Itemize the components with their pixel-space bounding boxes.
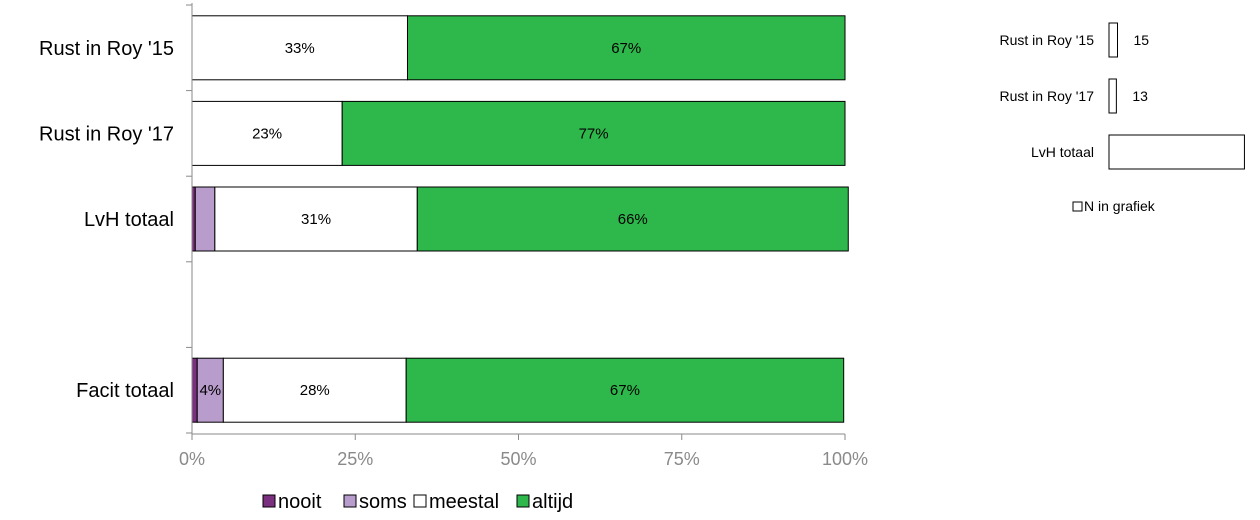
bar-soms-facit-totaal	[196, 357, 224, 423]
legend-label-soms: soms	[359, 491, 407, 513]
category-label-rust-in-roy-17: Rust in Roy '17	[39, 123, 174, 145]
legend-swatch-altijd	[516, 494, 530, 508]
bar-meestal-rust-in-roy-15	[191, 15, 408, 81]
bar-meestal-rust-in-roy-17	[191, 100, 343, 166]
n-bar-lvh-totaal	[1108, 134, 1245, 170]
data-label-soms-facit-totaal: 4%	[199, 382, 221, 399]
legend-label-altijd: altijd	[532, 491, 573, 513]
main-stacked-bar-chart: 33% 67% Rust in Roy '15 23% 77% Rust in Roy '…	[39, 3, 868, 513]
n-category-label-rust-in-roy-15: Rust in Roy '15	[1000, 32, 1095, 48]
n-legend-label: N in grafiek	[1084, 198, 1156, 214]
bar-soms-lvh-totaal	[194, 186, 216, 252]
x-tick-label-50: 50%	[500, 449, 536, 469]
legend-label-nooit: nooit	[278, 491, 322, 513]
n-value-label-rust-in-roy-17: 13	[1132, 88, 1148, 104]
bar-altijd-lvh-totaal	[416, 186, 849, 252]
n-value-label-rust-in-roy-15: 15	[1134, 32, 1150, 48]
x-tick-label-0: 0%	[179, 449, 205, 469]
bar-meestal-facit-totaal	[222, 357, 407, 423]
n-legend: N in grafiek	[1072, 198, 1156, 214]
data-label-meestal-lvh-totaal: 31%	[301, 211, 331, 228]
n-legend-swatch	[1072, 201, 1083, 212]
data-label-meestal-rust-in-roy-15: 33%	[285, 40, 315, 57]
data-label-meestal-rust-in-roy-17: 23%	[252, 125, 282, 142]
n-category-label-lvh-totaal: LvH totaal	[1031, 144, 1094, 160]
data-label-meestal-facit-totaal: 28%	[300, 382, 330, 399]
legend-swatch-nooit	[262, 494, 276, 508]
legend-label-meestal: meestal	[429, 491, 499, 513]
n-bar-rust-in-roy-15	[1108, 22, 1118, 58]
x-tick-label-75: 75%	[664, 449, 700, 469]
data-label-altijd-facit-totaal: 67%	[610, 382, 640, 399]
x-tick-label-100: 100%	[822, 449, 868, 469]
n-bar-rust-in-roy-17	[1108, 78, 1117, 114]
legend: nooit soms meestal altijd	[262, 491, 573, 513]
bar-altijd-rust-in-roy-15	[406, 15, 846, 81]
legend-swatch-soms	[343, 494, 357, 508]
data-label-altijd-rust-in-roy-15: 67%	[611, 40, 641, 57]
x-tick-label-25: 25%	[337, 449, 373, 469]
data-label-altijd-rust-in-roy-17: 77%	[579, 125, 609, 142]
category-label-facit-totaal: Facit totaal	[76, 380, 174, 402]
data-label-altijd-lvh-totaal: 66%	[618, 211, 648, 228]
bar-altijd-rust-in-roy-17	[341, 100, 846, 166]
bar-altijd-facit-totaal	[405, 357, 845, 423]
legend-swatch-meestal	[413, 494, 427, 508]
n-category-label-rust-in-roy-17: Rust in Roy '17	[1000, 88, 1095, 104]
category-label-rust-in-roy-15: Rust in Roy '15	[39, 38, 174, 60]
bar-nooit-facit-totaal	[191, 357, 198, 423]
category-label-lvh-totaal: LvH totaal	[84, 209, 174, 231]
bar-meestal-lvh-totaal	[214, 186, 418, 252]
